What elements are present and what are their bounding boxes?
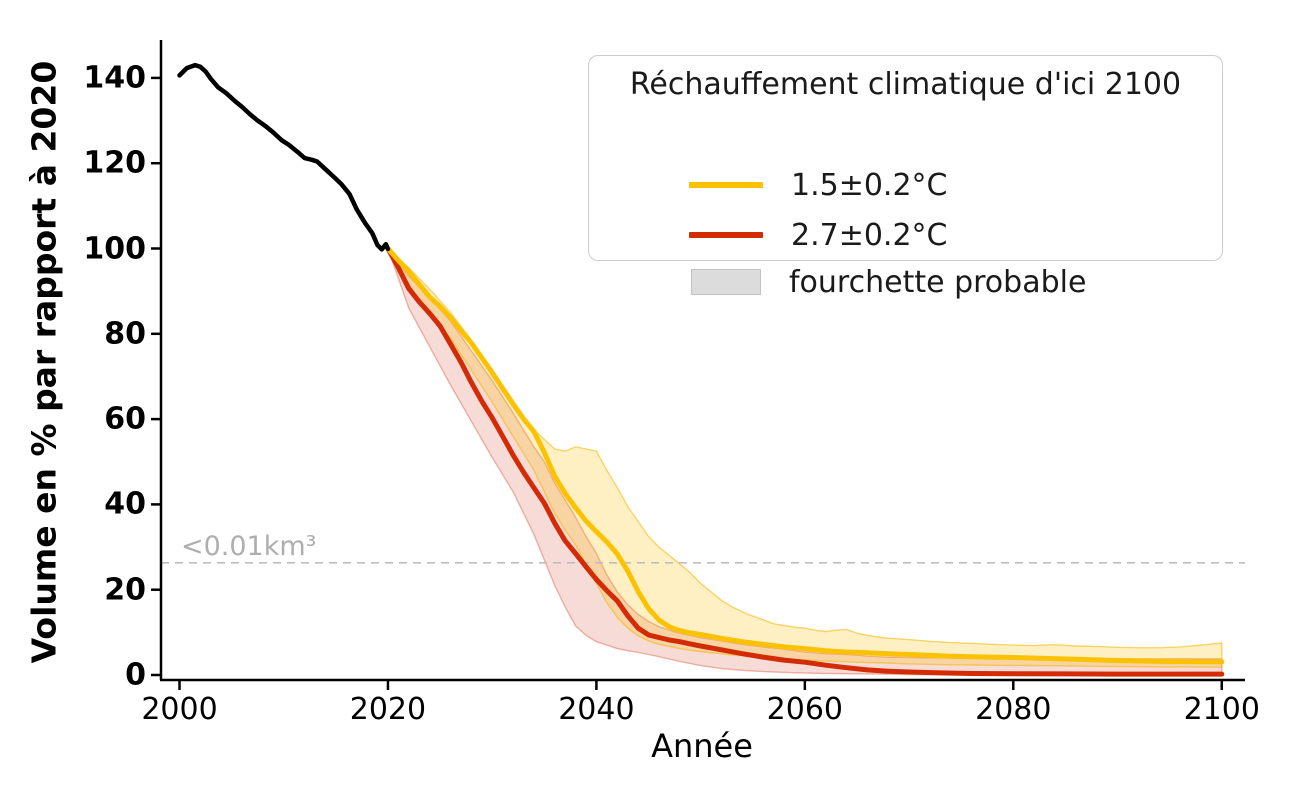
y-tick-label: 80 xyxy=(104,316,146,352)
y-tick-label: 140 xyxy=(83,60,146,96)
y-tick-label: 120 xyxy=(83,145,146,181)
legend-label-2.7C: 2.7±0.2°C xyxy=(791,217,948,253)
legend-label-1.5C: 1.5±0.2°C xyxy=(791,167,948,203)
legend-entry-2.7C: 2.7±0.2°C xyxy=(589,210,1222,260)
y-tick-label: 0 xyxy=(125,657,146,693)
x-tick-label: 2100 xyxy=(1183,692,1260,727)
legend-label-likely-range: fourchette probable xyxy=(789,264,1087,300)
line-1.5C xyxy=(385,246,1225,665)
legend-entry-likely-range: fourchette probable xyxy=(589,257,1222,307)
legend: Réchauffement climatique d'ici 2100 1.5±… xyxy=(588,55,1223,300)
y-tick-label: 20 xyxy=(104,572,146,608)
x-tick-label: 2020 xyxy=(349,692,427,727)
x-tick-label: 2080 xyxy=(975,692,1052,727)
y-tick-label: 60 xyxy=(104,401,146,437)
legend-patch-swatch-likely-range xyxy=(691,269,761,295)
band-2.7C xyxy=(387,248,1223,676)
x-axis-label: Année xyxy=(651,727,753,765)
y-tick-label: 100 xyxy=(83,231,146,266)
y-tick-label: 40 xyxy=(104,486,146,522)
threshold-label: <0.01km³ xyxy=(181,531,317,562)
legend-entry-1.5C: 1.5±0.2°C xyxy=(589,160,1222,210)
historical-line xyxy=(177,62,391,252)
line-2.7C xyxy=(385,246,1225,677)
x-tick-label: 2040 xyxy=(558,692,635,727)
legend-title: Réchauffement climatique d'ici 2100 xyxy=(629,67,1182,102)
x-tick-label: 2000 xyxy=(141,692,218,727)
legend-line-swatch-2.7C xyxy=(689,232,763,238)
legend-line-swatch-1.5C xyxy=(689,182,763,188)
x-tick-label: 2060 xyxy=(766,692,844,727)
